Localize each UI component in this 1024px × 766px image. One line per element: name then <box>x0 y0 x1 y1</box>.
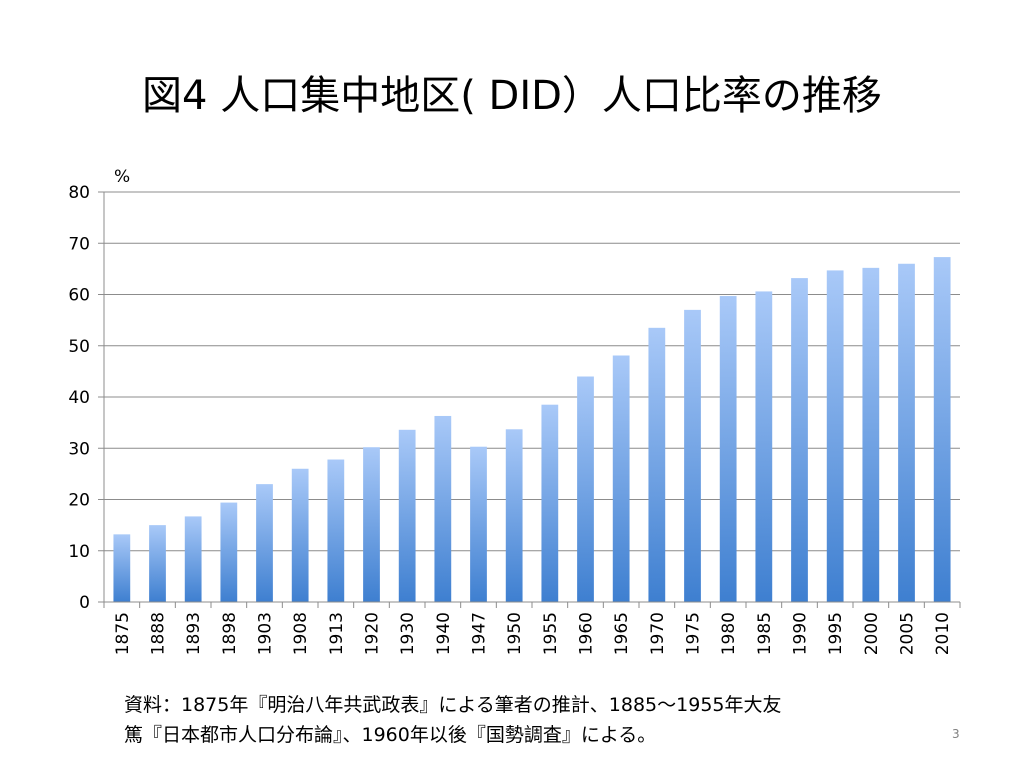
bar <box>256 484 273 602</box>
bar <box>684 309 701 602</box>
page-number: 3 <box>952 727 960 741</box>
bar <box>612 355 630 602</box>
x-tick-label: 1955 <box>541 612 561 655</box>
x-tick-label: 1898 <box>220 612 240 655</box>
bar <box>184 516 202 602</box>
y-tick-label: 30 <box>68 439 90 459</box>
bar <box>862 267 880 602</box>
bar <box>291 468 309 602</box>
source-note-line-2: 篤『日本都市人口分布論』、1960年以後『国勢調査』による。 <box>124 724 657 746</box>
x-tick-label: 1875 <box>113 612 133 655</box>
bar <box>791 278 808 602</box>
source-note-line-1: 資料：1875年『明治八年共武政表』による筆者の推計、1885～1955年大友 <box>124 694 782 716</box>
x-tick-label: 1985 <box>755 612 775 655</box>
y-axis-ticks: 0 10 20 30 40 50 60 70 80 <box>68 183 104 613</box>
y-axis-unit-label: % <box>114 167 130 187</box>
x-tick-label: 1930 <box>398 612 418 655</box>
bar <box>470 446 487 602</box>
gridlines <box>104 191 960 552</box>
x-tick-label: 1940 <box>434 612 454 655</box>
x-tick-label: 1913 <box>327 612 347 655</box>
bar <box>327 459 345 602</box>
x-tick-label: 1980 <box>719 612 739 655</box>
bar <box>149 525 166 602</box>
bar <box>755 291 773 602</box>
x-tick-label: 1947 <box>470 612 490 655</box>
x-tick-label: 2005 <box>898 612 918 655</box>
bar <box>577 376 594 602</box>
y-tick-label: 40 <box>68 388 90 408</box>
x-tick-label: 1990 <box>791 612 811 655</box>
y-tick-label: 80 <box>68 183 90 203</box>
bar <box>541 404 559 602</box>
y-tick-label: 10 <box>68 542 90 562</box>
bar <box>826 270 844 602</box>
x-tick-label: 1970 <box>648 612 668 655</box>
source-note: 資料：1875年『明治八年共武政表』による筆者の推計、1885～1955年大友 … <box>124 690 944 750</box>
bar <box>933 257 951 602</box>
chart-title: 図4 人口集中地区( DID）人口比率の推移 <box>142 73 882 119</box>
y-tick-label: 20 <box>68 491 90 511</box>
y-tick-label: 0 <box>79 593 90 613</box>
x-axis-ticks: 1875 1888 1893 1898 1903 1908 1913 1920 1930 1940… <box>103 602 961 655</box>
x-tick-label: 1965 <box>612 612 632 655</box>
bar <box>363 447 380 602</box>
x-tick-label: 2000 <box>862 612 882 655</box>
bar <box>434 415 452 602</box>
x-tick-label: 1950 <box>505 612 525 655</box>
bar <box>113 534 131 602</box>
bar <box>898 263 915 602</box>
x-tick-label: 1920 <box>363 612 383 655</box>
x-tick-label: 1908 <box>291 612 311 655</box>
bar <box>220 502 238 602</box>
bars <box>113 257 951 602</box>
bar <box>648 327 666 602</box>
x-tick-label: 1903 <box>256 612 276 655</box>
y-tick-label: 70 <box>68 234 90 254</box>
bar-chart: % 0 10 20 30 40 50 60 70 80 1875 1888 1893 1898 1903… <box>68 167 961 655</box>
y-tick-label: 60 <box>68 286 90 306</box>
bar <box>719 296 737 602</box>
x-tick-label: 2010 <box>933 612 953 655</box>
bar <box>398 429 416 602</box>
x-tick-label: 1975 <box>684 612 704 655</box>
x-tick-label: 1893 <box>184 612 204 655</box>
x-tick-label: 1888 <box>149 612 169 655</box>
y-tick-label: 50 <box>68 337 90 357</box>
x-tick-label: 1960 <box>577 612 597 655</box>
bar <box>505 429 523 602</box>
x-tick-label: 1995 <box>826 612 846 655</box>
